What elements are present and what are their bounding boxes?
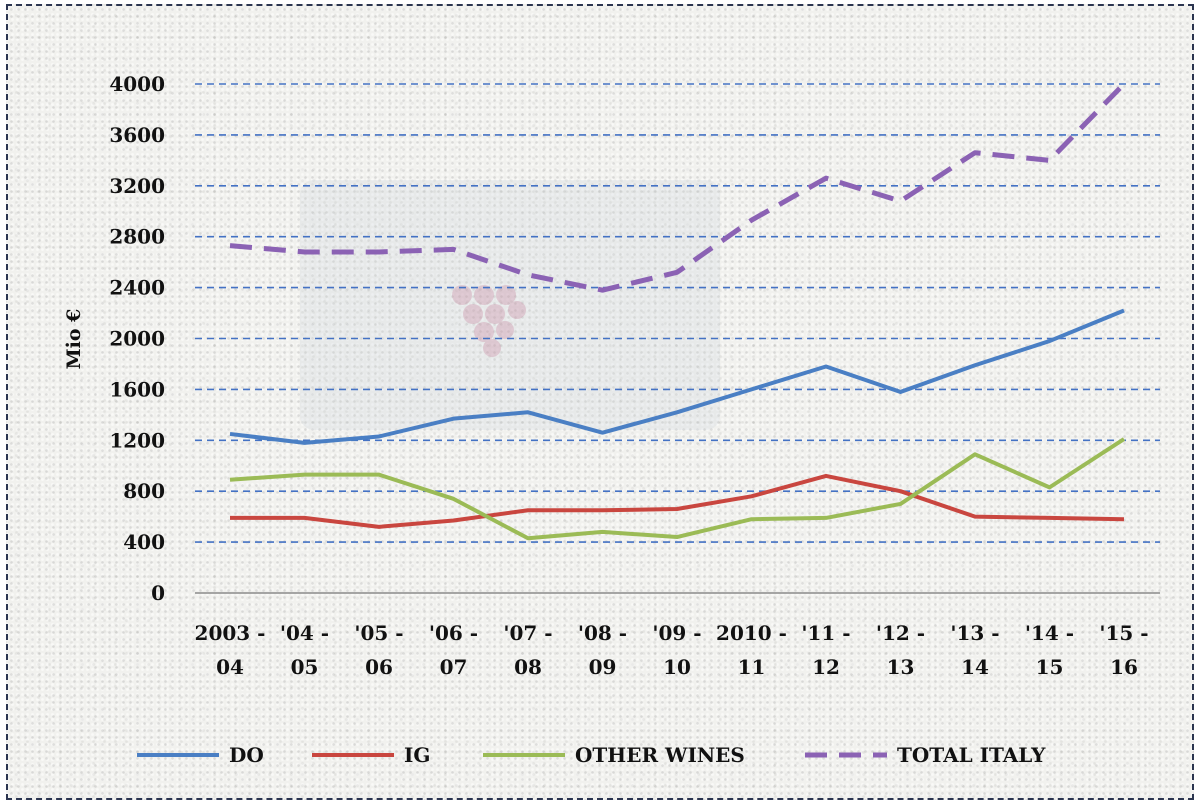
y-tick-label: 1600: [109, 377, 165, 401]
series-line-ig: [230, 473, 1125, 529]
series-line-do: [229, 308, 1125, 445]
watermark-logo-frame: [300, 180, 720, 430]
x-tick-label: '14 -: [1025, 621, 1074, 645]
y-tick-label: 800: [123, 479, 165, 503]
x-tick-label: 2010 -: [716, 621, 787, 645]
x-tick-label: 10: [663, 655, 691, 679]
x-tick-label: '07 -: [503, 621, 552, 645]
watermark-grapes: [452, 285, 526, 357]
x-tick-label: 11: [738, 655, 766, 679]
x-tick-label: '06 -: [429, 621, 478, 645]
y-tick-label: 2000: [109, 327, 165, 351]
x-axis-ticks: 2003 - 04 '04 - 05 '05 - 06 '06 - 07 '07 - 08 '08 …: [195, 621, 1149, 679]
x-tick-label: 16: [1110, 655, 1138, 679]
series-line-other-wines: [229, 437, 1126, 541]
x-tick-label: 09: [589, 655, 617, 679]
x-tick-label: 2003 -: [195, 621, 266, 645]
chart-frame: [6, 4, 1194, 800]
legend-label: TOTAL ITALY: [897, 743, 1046, 767]
x-tick-label: '12 -: [876, 621, 925, 645]
legend: DO IG OTHER WINES TOTAL ITALY: [137, 743, 1046, 767]
x-tick-label: '08 -: [578, 621, 627, 645]
x-tick-label: '04 -: [280, 621, 329, 645]
y-tick-label: 1200: [109, 428, 165, 452]
x-tick-label: 14: [961, 655, 989, 679]
legend-label: IG: [404, 743, 430, 767]
x-tick-label: '05 -: [354, 621, 403, 645]
x-tick-label: 07: [440, 655, 468, 679]
x-tick-label: 13: [887, 655, 915, 679]
y-tick-label: 3200: [109, 174, 165, 198]
y-tick-label: 4000: [109, 72, 165, 96]
x-tick-label: '13 -: [950, 621, 999, 645]
series-lines: [229, 82, 1126, 541]
legend-label: DO: [229, 743, 264, 767]
legend-label: OTHER WINES: [575, 743, 745, 767]
y-tick-label: 2400: [109, 276, 165, 300]
x-tick-label: 08: [514, 655, 542, 679]
x-tick-label: 12: [812, 655, 840, 679]
x-tick-label: 04: [216, 655, 244, 679]
x-tick-label: '15 -: [1099, 621, 1148, 645]
x-tick-label: 05: [291, 655, 319, 679]
x-tick-label: 15: [1036, 655, 1064, 679]
x-tick-label: '09 -: [652, 621, 701, 645]
series-line-total-italy: [229, 82, 1126, 293]
y-tick-label: 0: [151, 581, 165, 605]
y-tick-label: 400: [123, 530, 165, 554]
y-axis-label: Mio €: [63, 309, 85, 370]
y-tick-label: 3600: [109, 123, 165, 147]
x-tick-label: '11 -: [801, 621, 850, 645]
y-tick-label: 2800: [109, 225, 165, 249]
y-axis-ticks: 0 400 800 1200 1600 2000 2400 2800 3200 3600 4000: [109, 72, 165, 605]
x-tick-label: 06: [365, 655, 393, 679]
